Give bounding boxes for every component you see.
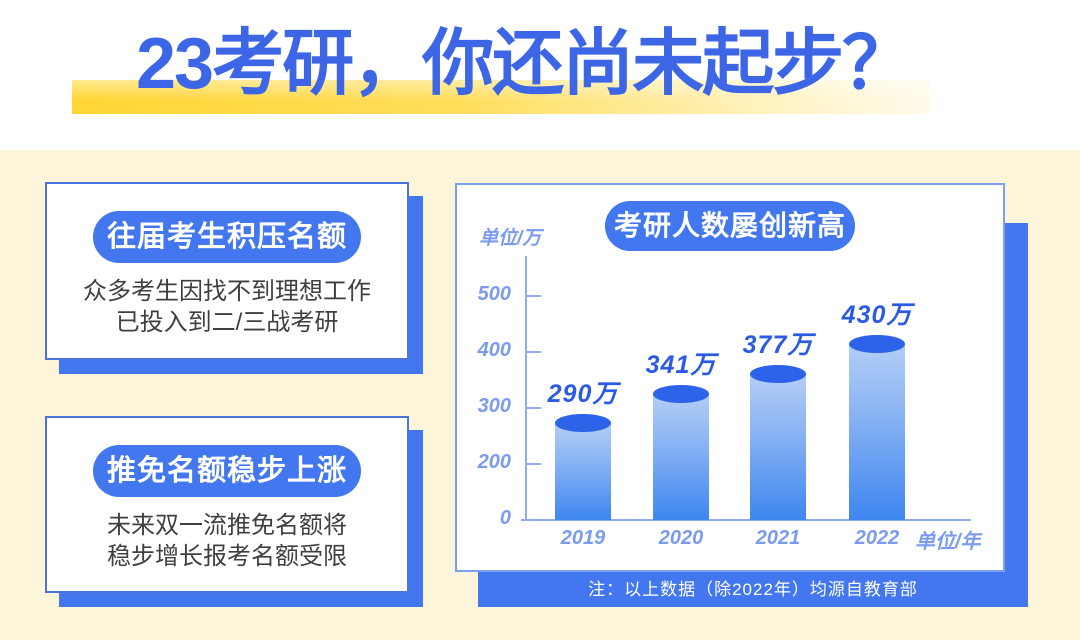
y-axis-line bbox=[525, 256, 527, 521]
info-card-1-heading-pill: 往届考生积压名额 bbox=[93, 211, 361, 263]
bar-cap-2021 bbox=[750, 365, 806, 383]
y-tick-label-300: 300 bbox=[477, 395, 511, 417]
info-card-2-body: 未来双一流推免名额将 稳步增长报考名额受限 bbox=[47, 510, 407, 572]
bar-body-2022 bbox=[849, 344, 905, 520]
info-card-2-line-1: 未来双一流推免名额将 bbox=[107, 512, 347, 539]
y-tick-label-200: 200 bbox=[477, 451, 511, 473]
info-card-1-line-1: 众多考生因找不到理想工作 bbox=[83, 278, 371, 305]
y-tick-label-0: 0 bbox=[499, 507, 511, 529]
bar-cap-2022 bbox=[849, 335, 905, 353]
bar-2022 bbox=[849, 335, 905, 520]
bar-2020 bbox=[653, 385, 709, 520]
bar-body-2021 bbox=[750, 374, 806, 520]
title-highlight-band bbox=[72, 80, 930, 114]
y-tick-mark-400 bbox=[527, 351, 541, 353]
y-axis-unit-label: 单位/万 bbox=[479, 228, 542, 249]
y-tick-label-400: 400 bbox=[477, 339, 511, 361]
chart-source-note: 注：以上数据（除2022年）均源自教育部 bbox=[588, 580, 918, 599]
info-card-1: 往届考生积压名额 众多考生因找不到理想工作 已投入到二/三战考研 bbox=[45, 182, 409, 360]
chart-title-pill: 考研人数屡创新高 bbox=[605, 201, 855, 251]
x-tick-label-2022: 2022 bbox=[854, 527, 900, 549]
y-tick-mark-500 bbox=[527, 295, 541, 297]
bar-body-2019 bbox=[555, 423, 611, 520]
info-card-1-line-2: 已投入到二/三战考研 bbox=[115, 309, 339, 336]
info-card-2: 推免名额稳步上涨 未来双一流推免名额将 稳步增长报考名额受限 bbox=[45, 416, 409, 593]
info-card-2-line-2: 稳步增长报考名额受限 bbox=[107, 543, 347, 570]
info-card-1-body: 众多考生因找不到理想工作 已投入到二/三战考研 bbox=[47, 276, 407, 338]
y-tick-mark-200 bbox=[527, 463, 541, 465]
bar-value-label-2022: 430万 bbox=[841, 301, 913, 329]
page-title: 23考研，你还尚未起步？ bbox=[136, 24, 914, 104]
bar-2021 bbox=[750, 365, 806, 520]
y-tick-label-500: 500 bbox=[477, 283, 511, 305]
bar-value-label-2019: 290万 bbox=[547, 380, 619, 408]
y-tick-mark-300 bbox=[527, 407, 541, 409]
x-tick-label-2021: 2021 bbox=[755, 527, 801, 549]
x-tick-label-2019: 2019 bbox=[560, 527, 606, 549]
bar-2019 bbox=[555, 414, 611, 520]
x-axis-unit-label: 单位/年 bbox=[915, 531, 981, 553]
bar-cap-2019 bbox=[555, 414, 611, 432]
info-card-2-heading-pill: 推免名额稳步上涨 bbox=[93, 445, 361, 497]
x-tick-label-2020: 2020 bbox=[658, 527, 704, 549]
bar-cap-2020 bbox=[653, 385, 709, 403]
bar-value-label-2021: 377万 bbox=[742, 331, 814, 359]
chart-card: 考研人数屡创新高 单位/万 单位/年 0 200 300 400 500 290万 2019… bbox=[455, 183, 1005, 572]
x-axis-line bbox=[521, 519, 971, 521]
bar-value-label-2020: 341万 bbox=[645, 351, 717, 379]
bar-body-2020 bbox=[653, 394, 709, 520]
